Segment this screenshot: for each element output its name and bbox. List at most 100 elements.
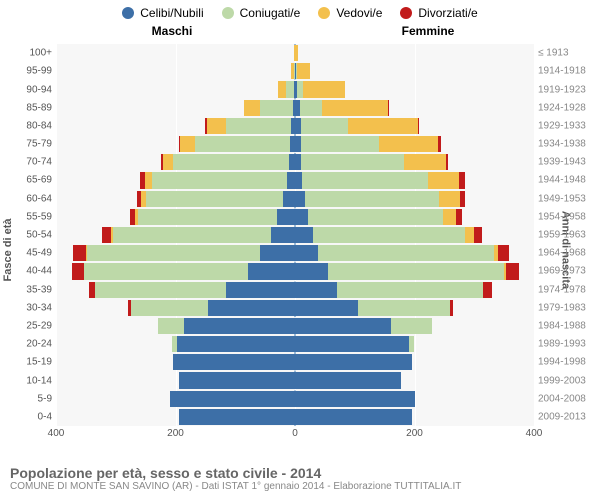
legend-item: Vedovi/e [318,6,382,20]
age-row: 35-391974-1978 [56,281,534,299]
bar-seg [163,154,173,170]
age-label: 50-54 [16,230,52,241]
bar-seg [113,227,271,243]
bar-seg [84,263,248,279]
bar [173,354,295,370]
bar [205,118,295,134]
bar-seg [404,154,446,170]
bar [128,300,295,316]
legend-swatch [122,7,134,19]
age-row: 65-691944-1948 [56,171,534,189]
bar-seg [102,227,111,243]
bar [295,118,419,134]
age-label: 25-29 [16,320,52,331]
bar [295,282,492,298]
bar-seg [295,372,401,388]
bar-seg [295,282,337,298]
bar-seg [295,227,313,243]
bar [295,300,453,316]
age-label: 40-44 [16,266,52,277]
legend: Celibi/NubiliConiugati/eVedovi/eDivorzia… [0,0,600,22]
footer: Popolazione per età, sesso e stato civil… [10,465,590,492]
bar-seg [348,118,419,134]
legend-item: Divorziati/e [400,6,477,20]
bar [73,245,295,261]
bar-seg [195,136,291,152]
x-tick: 200 [406,428,423,439]
age-row: 90-941919-1923 [56,80,534,98]
bar [278,81,295,97]
age-row: 30-341979-1983 [56,299,534,317]
age-label: 55-59 [16,211,52,222]
year-label: 1984-1988 [538,320,594,331]
head-right: Femmine [300,24,556,38]
bar [295,227,482,243]
age-label: 10-14 [16,375,52,386]
bar [295,245,509,261]
year-label: 1944-1948 [538,175,594,186]
bar-seg [138,209,277,225]
bar [172,336,295,352]
age-label: 35-39 [16,284,52,295]
legend-swatch [222,7,234,19]
bar-seg [305,191,439,207]
bar-seg [295,391,415,407]
age-label: 45-49 [16,248,52,259]
age-row: 25-291984-1988 [56,317,534,335]
chart-title: Popolazione per età, sesso e stato civil… [10,465,590,481]
bar-seg [391,318,433,334]
year-label: 1949-1953 [538,193,594,204]
year-label: 1974-1978 [538,284,594,295]
age-label: 80-84 [16,120,52,131]
bar-seg [295,245,318,261]
age-label: 65-69 [16,175,52,186]
bar [179,136,295,152]
bar-seg [438,136,440,152]
bar [295,318,432,334]
bar-seg [300,100,323,116]
bar-seg [180,136,194,152]
age-row: 60-641949-1953 [56,190,534,208]
bar-seg [286,81,294,97]
year-label: 1989-1993 [538,339,594,350]
bar-seg [260,245,295,261]
bar-seg [278,81,286,97]
age-row: 80-841929-1933 [56,117,534,135]
bar-seg [443,209,456,225]
bar-seg [287,172,295,188]
x-tick: 200 [167,428,184,439]
age-row: 0-42009-2013 [56,408,534,426]
bar-rows: 0-42009-20135-92004-200810-141999-200315… [56,44,534,426]
bar-seg [244,100,261,116]
age-row: 95-991914-1918 [56,62,534,80]
year-label: 1914-1918 [538,66,594,77]
bar-seg [379,136,439,152]
bar-seg [446,154,448,170]
age-row: 75-791934-1938 [56,135,534,153]
bar [295,391,415,407]
bar-seg [456,209,462,225]
bar-seg [409,336,415,352]
legend-label: Vedovi/e [336,6,382,20]
bar-seg [439,191,461,207]
bar-seg [283,191,295,207]
bar [295,191,465,207]
bar-seg [474,227,482,243]
bar [295,209,462,225]
bar-seg [173,154,290,170]
bar-seg [248,263,295,279]
bar-seg [145,172,152,188]
bar-seg [302,172,427,188]
bar-seg [158,318,185,334]
year-label: 1969-1973 [538,266,594,277]
age-row: 55-591954-1958 [56,208,534,226]
bar-seg [498,245,510,261]
bar-seg [179,409,296,425]
age-label: 70-74 [16,157,52,168]
bar-seg [170,391,295,407]
bar-seg [337,282,483,298]
year-label: 1934-1938 [538,139,594,150]
grid-line [534,44,535,426]
age-row: 10-141999-2003 [56,371,534,389]
bar [102,227,295,243]
